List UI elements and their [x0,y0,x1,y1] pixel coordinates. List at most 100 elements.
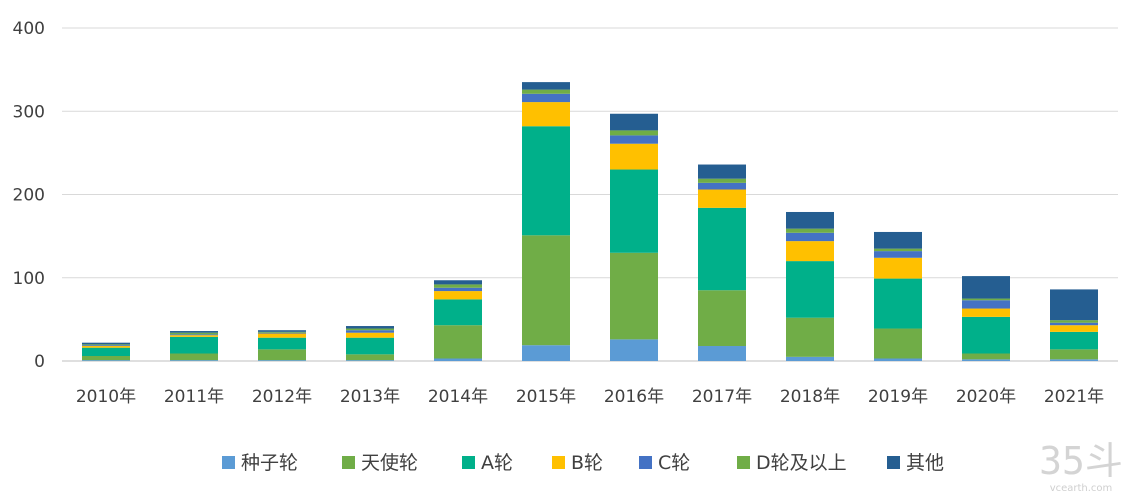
bar-segment-0-7 [698,346,746,361]
x-tick-label: 2011年 [164,387,224,407]
x-tick-label: 2018年 [780,387,840,407]
bar-segment-3-6 [610,143,658,170]
bar-segment-1-11 [1050,349,1098,360]
bar-segment-6-6 [610,113,658,131]
bar-segment-2-5 [522,126,570,236]
bar-segment-4-11 [1050,322,1098,326]
bar-segment-0-5 [522,345,570,361]
bar-segment-2-11 [1050,331,1098,350]
bar-segment-5-11 [1050,320,1098,323]
y-tick-label: 100 [13,269,45,289]
bar-segment-4-0 [82,345,130,347]
bar-segment-5-10 [962,298,1010,301]
bar-segment-1-9 [874,328,922,359]
legend-label: 其他 [906,452,944,474]
bar-segment-4-7 [698,182,746,190]
bar-segment-6-3 [346,326,394,329]
bar-segment-4-6 [610,135,658,144]
bar-segment-4-8 [786,232,834,242]
y-tick-label: 200 [13,186,45,206]
x-tick-label: 2012年 [252,387,312,407]
bar-segment-3-7 [698,189,746,208]
x-tick-label: 2020年 [956,387,1016,407]
bar-segment-3-11 [1050,325,1098,332]
x-tick-label: 2016年 [604,387,664,407]
x-tick-label: 2021年 [1044,387,1104,407]
bar-segment-3-0 [82,346,130,348]
bar-segment-0-4 [434,358,482,361]
bar-segment-2-0 [82,347,130,357]
legend-label: 天使轮 [361,452,418,474]
bar-segment-4-2 [258,332,306,334]
bar-segment-6-11 [1050,289,1098,321]
bar-segment-4-1 [170,334,218,336]
bar-segment-1-7 [698,290,746,347]
watermark: 35斗 vcearth.com [1039,439,1123,494]
bar-segment-5-8 [786,228,834,233]
legend-item-6: 其他 [887,452,944,474]
x-tick-label: 2010年 [76,387,136,407]
legend-item-1: 天使轮 [342,452,418,474]
bar-segment-2-3 [346,337,394,355]
bar-segment-3-8 [786,241,834,262]
bar-segment-2-1 [170,336,218,354]
bar-segment-2-7 [698,207,746,291]
legend-swatch [639,456,652,469]
bar-segment-6-2 [258,330,306,332]
bar-segment-3-1 [170,335,218,337]
y-tick-label: 300 [13,102,45,122]
y-tick-label: 400 [13,19,45,39]
legend-label: C轮 [658,452,690,474]
bar-segment-0-8 [786,356,834,361]
x-axis-ticks: 2010年 2011年 2012年 2013年 2014年 2015年 2016年 2017年… [76,387,1104,407]
bar-segment-0-1 [170,360,218,361]
bar-segment-0-9 [874,358,922,361]
bar-segment-5-9 [874,248,922,252]
bar-segment-1-0 [82,356,130,361]
bar-segment-1-1 [170,353,218,361]
watermark-logo: 35斗 [1039,439,1123,483]
legend-item-3: B轮 [552,452,603,474]
gridlines [62,27,1118,362]
bars [82,82,1098,361]
bar-segment-6-1 [170,331,218,333]
bar-segment-2-9 [874,278,922,329]
x-tick-label: 2014年 [428,387,488,407]
bar-segment-2-10 [962,316,1010,354]
bar-segment-5-1 [170,332,218,335]
legend-item-4: C轮 [639,452,690,474]
x-tick-label: 2017年 [692,387,752,407]
bar-segment-0-11 [1050,359,1098,361]
legend-item-0: 种子轮 [222,452,298,474]
legend-swatch [552,456,565,469]
legend-swatch [222,456,235,469]
legend-swatch [737,456,750,469]
bar-segment-1-6 [610,252,658,340]
bar-segment-5-3 [346,328,394,331]
bar-segment-0-3 [346,360,394,361]
bar-segment-3-2 [258,333,306,338]
legend-swatch [887,456,900,469]
bar-segment-5-5 [522,89,570,94]
bar-segment-6-5 [522,82,570,90]
legend-label: 种子轮 [241,452,298,474]
bar-segment-3-4 [434,291,482,300]
legend-item-2: A轮 [462,452,513,474]
bar-segment-6-0 [82,342,130,345]
bar-segment-0-2 [258,360,306,361]
bar-segment-1-8 [786,317,834,357]
bar-segment-3-5 [522,102,570,127]
y-axis-ticks: 0 100 200 300 400 [13,19,45,372]
bar-segment-2-6 [610,169,658,253]
bar-segment-0-0 [82,360,130,361]
bar-segment-1-2 [258,349,306,361]
bar-segment-6-9 [874,231,922,249]
bar-segment-3-3 [346,332,394,338]
bar-segment-4-4 [434,287,482,292]
bar-segment-1-5 [522,235,570,346]
bar-segment-2-8 [786,261,834,318]
bar-segment-1-3 [346,354,394,361]
legend-swatch [462,456,475,469]
legend: 种子轮 天使轮 A轮 B轮 C轮 D轮及以上 其他 [222,452,944,474]
